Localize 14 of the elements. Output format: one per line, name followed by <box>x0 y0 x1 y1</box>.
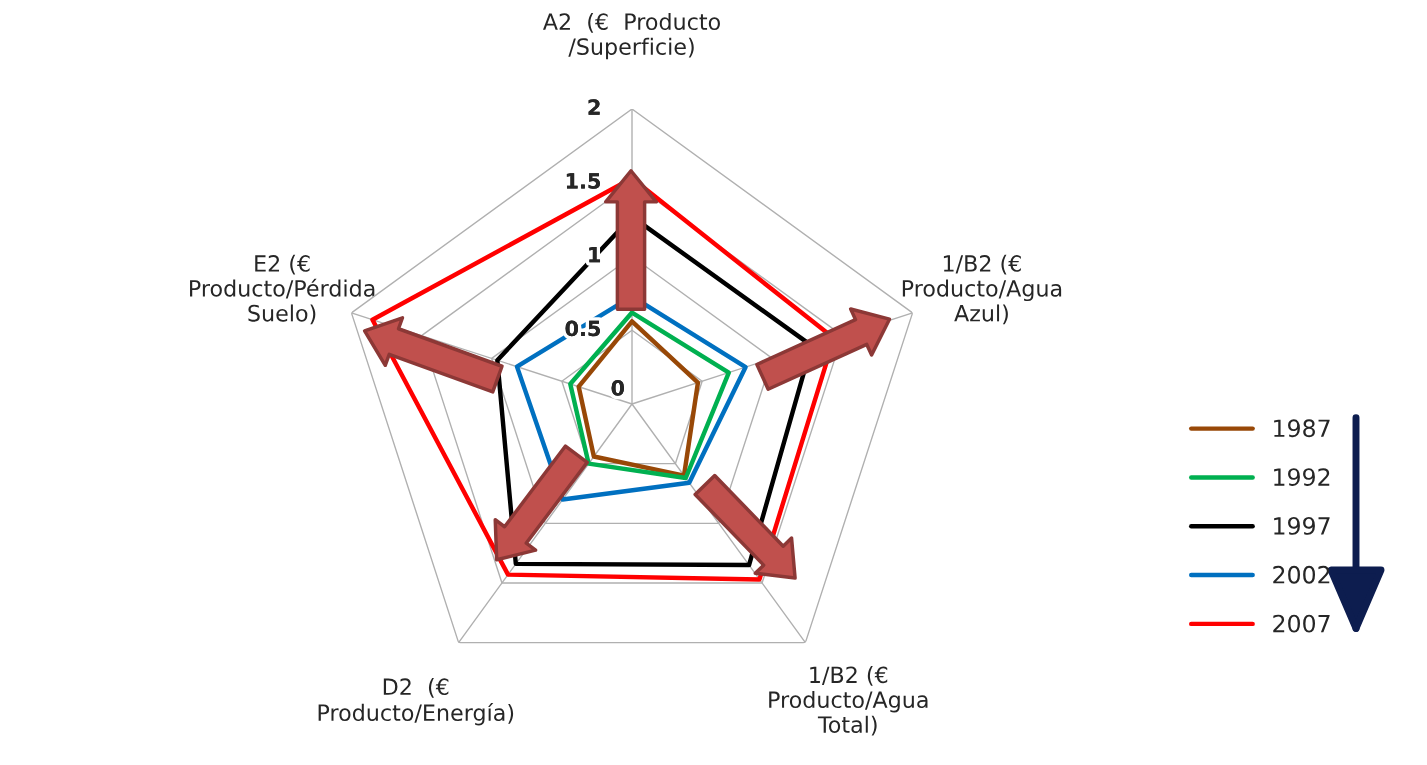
spoke-label: E2 (€ Producto/Pérdida Suelo) <box>190 254 375 325</box>
spoke-label: 1/B2 (€ Producto/Agua Azul) <box>902 254 1062 325</box>
legend-label: 1997 <box>1274 516 1330 535</box>
legend-label: 1992 <box>1274 468 1330 487</box>
legend-label: 2007 <box>1273 614 1330 633</box>
y-tick-label: 1 <box>589 247 601 263</box>
legend-label: 1987 <box>1274 419 1330 438</box>
y-tick-label: 0 <box>611 380 625 396</box>
spoke-label: A2 (€ Producto /Superficie) <box>542 12 720 60</box>
y-tick-label: 2 <box>588 99 600 115</box>
y-tick-label: 1.5 <box>566 173 600 189</box>
legend-label: 2002 <box>1273 565 1330 584</box>
spoke-label: D2 (€ Producto/Energía) <box>318 677 514 726</box>
spoke-label: 1/B2 (€ Producto/Agua Total) <box>769 666 928 736</box>
